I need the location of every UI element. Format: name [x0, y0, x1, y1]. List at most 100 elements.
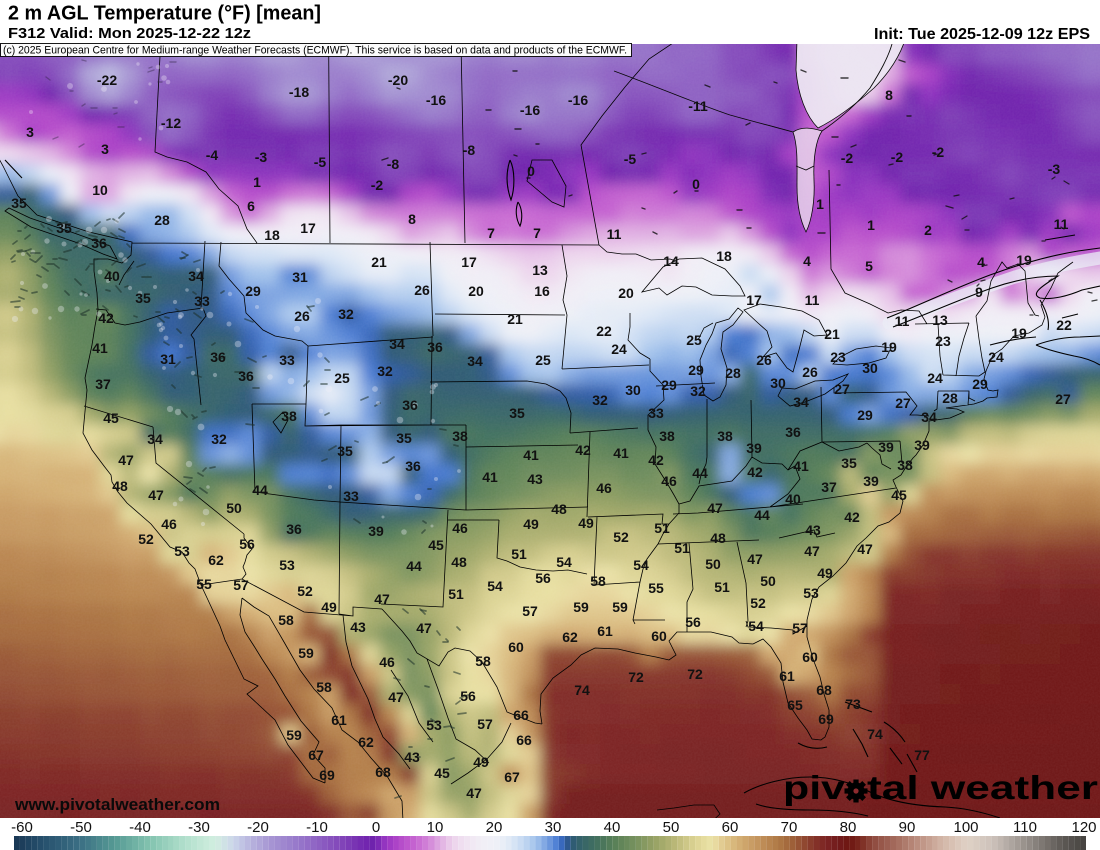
svg-text:44: 44	[406, 558, 422, 574]
svg-text:120: 120	[1071, 819, 1096, 836]
svg-text:25: 25	[686, 332, 702, 348]
svg-text:41: 41	[523, 447, 539, 463]
svg-text:57: 57	[477, 716, 493, 732]
svg-text:4: 4	[803, 253, 811, 269]
svg-text:77: 77	[914, 747, 930, 763]
svg-text:45: 45	[434, 765, 450, 781]
svg-text:29: 29	[661, 377, 677, 393]
svg-text:54: 54	[633, 557, 649, 573]
svg-text:39: 39	[863, 473, 879, 489]
svg-text:-16: -16	[426, 92, 446, 108]
svg-text:37: 37	[95, 376, 111, 392]
svg-text:74: 74	[867, 726, 883, 742]
svg-text:53: 53	[174, 543, 190, 559]
svg-text:36: 36	[238, 368, 254, 384]
svg-text:74: 74	[574, 682, 590, 698]
svg-text:-11: -11	[688, 98, 708, 114]
svg-text:2: 2	[924, 222, 932, 238]
svg-text:54: 54	[748, 618, 764, 634]
svg-text:27: 27	[895, 395, 911, 411]
svg-text:29: 29	[972, 376, 988, 392]
svg-text:55: 55	[648, 580, 664, 596]
svg-text:42: 42	[648, 452, 664, 468]
svg-text:57: 57	[522, 603, 538, 619]
svg-text:39: 39	[368, 523, 384, 539]
svg-text:42: 42	[575, 442, 591, 458]
svg-text:34: 34	[147, 431, 163, 447]
svg-text:11: 11	[895, 313, 910, 329]
svg-text:27: 27	[1055, 391, 1071, 407]
svg-text:47: 47	[707, 500, 723, 516]
svg-text:47: 47	[466, 785, 482, 801]
svg-text:13: 13	[932, 312, 948, 328]
svg-text:0: 0	[372, 819, 380, 836]
svg-text:59: 59	[612, 599, 628, 615]
svg-text:69: 69	[319, 767, 335, 783]
svg-text:48: 48	[710, 530, 726, 546]
svg-text:47: 47	[857, 541, 873, 557]
svg-text:28: 28	[725, 365, 741, 381]
svg-text:57: 57	[792, 620, 808, 636]
svg-text:18: 18	[716, 248, 732, 264]
svg-text:56: 56	[685, 614, 701, 630]
svg-text:25: 25	[334, 370, 350, 386]
svg-text:35: 35	[509, 405, 525, 421]
svg-text:22: 22	[596, 323, 612, 339]
svg-text:29: 29	[688, 362, 704, 378]
svg-text:28: 28	[154, 212, 170, 228]
svg-text:-30: -30	[188, 819, 210, 836]
svg-text:32: 32	[592, 392, 608, 408]
svg-text:17: 17	[300, 220, 316, 236]
svg-text:-50: -50	[70, 819, 92, 836]
svg-text:62: 62	[562, 629, 578, 645]
svg-text:41: 41	[793, 458, 809, 474]
svg-text:62: 62	[358, 734, 374, 750]
svg-text:38: 38	[281, 408, 297, 424]
svg-text:8: 8	[885, 87, 893, 103]
svg-text:47: 47	[148, 487, 164, 503]
svg-text:48: 48	[112, 478, 128, 494]
svg-text:68: 68	[375, 764, 391, 780]
svg-text:51: 51	[674, 540, 690, 556]
svg-text:54: 54	[556, 554, 572, 570]
svg-text:35: 35	[56, 220, 72, 236]
svg-text:17: 17	[746, 292, 762, 308]
svg-text:41: 41	[613, 445, 629, 461]
svg-text:-18: -18	[289, 84, 309, 100]
svg-text:34: 34	[921, 409, 937, 425]
svg-text:60: 60	[651, 628, 667, 644]
svg-text:47: 47	[388, 689, 404, 705]
svg-text:54: 54	[487, 578, 503, 594]
svg-text:38: 38	[659, 428, 675, 444]
svg-text:0: 0	[692, 176, 700, 192]
svg-text:35: 35	[135, 290, 151, 306]
svg-text:21: 21	[371, 254, 387, 270]
svg-text:36: 36	[91, 235, 107, 251]
svg-text:47: 47	[118, 452, 134, 468]
svg-text:38: 38	[452, 428, 468, 444]
svg-text:36: 36	[785, 424, 801, 440]
svg-text:35: 35	[337, 443, 353, 459]
svg-text:66: 66	[513, 707, 529, 723]
svg-text:tal weather: tal weather	[867, 769, 1098, 806]
svg-text:40: 40	[604, 819, 621, 836]
svg-text:23: 23	[935, 333, 951, 349]
svg-text:14: 14	[663, 253, 679, 269]
svg-text:23: 23	[830, 349, 846, 365]
svg-text:36: 36	[427, 339, 443, 355]
svg-text:-3: -3	[255, 149, 268, 165]
svg-text:50: 50	[705, 556, 721, 572]
svg-text:18: 18	[264, 227, 280, 243]
svg-text:72: 72	[628, 669, 644, 685]
svg-text:58: 58	[475, 653, 491, 669]
svg-text:20: 20	[486, 819, 503, 836]
svg-text:-16: -16	[568, 92, 588, 108]
svg-text:42: 42	[98, 310, 114, 326]
svg-text:1: 1	[253, 174, 261, 190]
svg-text:33: 33	[343, 488, 359, 504]
svg-text:36: 36	[402, 397, 418, 413]
svg-text:27: 27	[834, 381, 850, 397]
svg-text:piv: piv	[783, 769, 846, 806]
svg-text:-2: -2	[841, 150, 854, 166]
svg-text:51: 51	[448, 586, 464, 602]
